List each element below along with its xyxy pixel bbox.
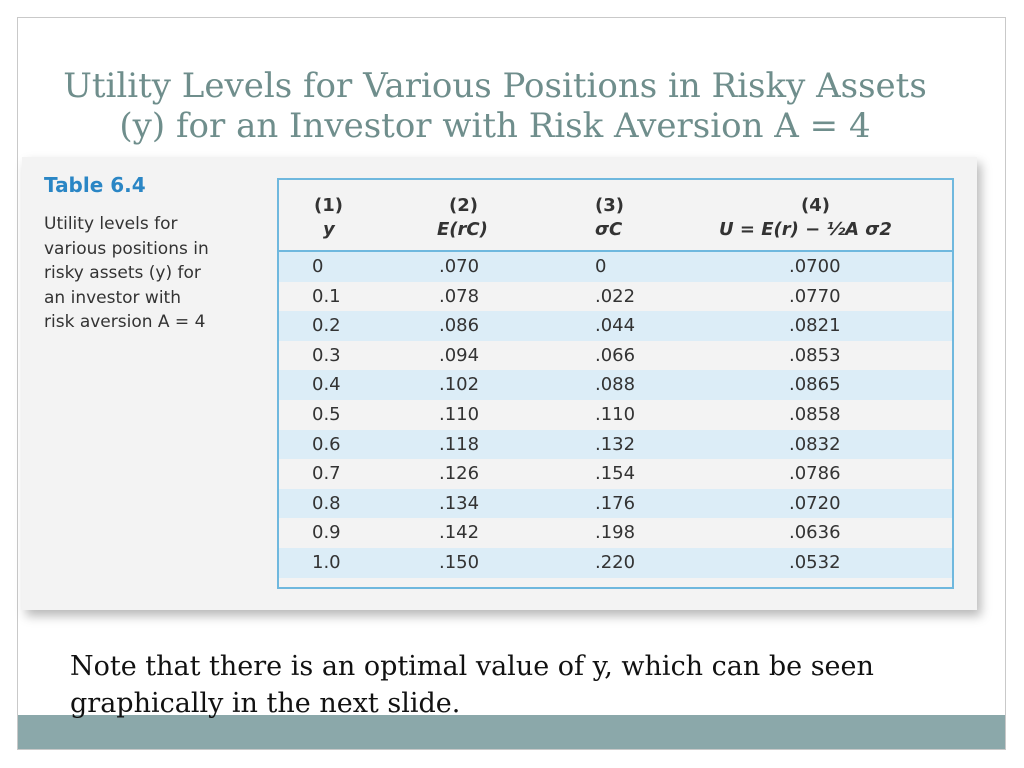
cell-utility: .0636 <box>789 522 841 544</box>
cell-expected-return: .094 <box>439 344 480 366</box>
cell-utility: .0720 <box>789 492 841 514</box>
cell-y: 0.8 <box>312 492 341 514</box>
table-caption: Utility levels for various positions in … <box>44 212 254 335</box>
cell-sigma: .066 <box>595 344 636 366</box>
cell-y: 0.7 <box>312 463 341 485</box>
cell-sigma: .110 <box>595 403 636 425</box>
utility-table: (1) y (2) E(rC) (3) σC (4) U = E(r) − ½A… <box>277 178 954 589</box>
cell-y: 0 <box>312 256 324 277</box>
caption-line: an investor with <box>44 287 181 308</box>
table-body: 0 .070 0 .0700 0.1 .078 .022 .0770 0.2 .… <box>279 252 952 578</box>
header-num: (1) <box>314 195 343 216</box>
slide-title-line2: (y) for an Investor with Risk Aversion A… <box>119 106 871 146</box>
cell-sigma: .044 <box>595 315 636 337</box>
cell-expected-return: .126 <box>439 463 480 485</box>
slide-title-line1: Utility Levels for Various Positions in … <box>63 66 927 106</box>
caption-line: various positions in <box>44 238 209 259</box>
cell-y: 0.4 <box>312 374 341 396</box>
table-row: 0.3 .094 .066 .0853 <box>279 341 952 371</box>
table-row: 1.0 .150 .220 .0532 <box>279 547 952 578</box>
slide-title: Utility Levels for Various Positions in … <box>40 66 950 146</box>
header-col-y: (1) y <box>314 194 343 242</box>
cell-expected-return: .102 <box>439 374 480 396</box>
cell-y: 1.0 <box>312 551 341 573</box>
table-figure: Table 6.4 Utility levels for various pos… <box>22 157 977 610</box>
cell-sigma: .176 <box>595 492 636 514</box>
header-col-sigma: (3) σC <box>595 194 624 242</box>
caption-line: risk aversion A = 4 <box>44 312 206 332</box>
table-row: 0.5 .110 .110 .0858 <box>279 400 952 430</box>
note-line2: graphically in the next slide. <box>70 688 461 719</box>
table-row: 0.8 .134 .176 .0720 <box>279 488 952 519</box>
cell-expected-return: .086 <box>439 315 480 337</box>
table-row: 0.4 .102 .088 .0865 <box>279 370 952 400</box>
table-caption-title: Table 6.4 <box>44 173 146 197</box>
cell-y: 0.3 <box>312 344 341 366</box>
cell-y: 0.9 <box>312 522 341 544</box>
note-line1: Note that there is an optimal value of y… <box>70 651 874 682</box>
caption-line: risky assets (y) for <box>44 263 201 283</box>
header-label: E(rC) <box>437 219 488 240</box>
table-row: 0.6 .118 .132 .0832 <box>279 429 952 460</box>
header-col-utility: (4) U = E(r) − ½A σ2 <box>719 194 892 242</box>
cell-expected-return: .118 <box>439 433 480 455</box>
header-num: (4) <box>801 195 830 216</box>
cell-expected-return: .110 <box>439 403 480 425</box>
cell-utility: .0858 <box>789 403 841 425</box>
header-label: U = E(r) − ½A σ2 <box>719 219 892 240</box>
cell-utility: .0821 <box>789 315 841 337</box>
cell-sigma: 0 <box>595 256 607 277</box>
slide-note: Note that there is an optimal value of y… <box>70 648 970 722</box>
cell-sigma: .088 <box>595 374 636 396</box>
cell-utility: .0770 <box>789 285 841 307</box>
header-col-expected-return: (2) E(rC) <box>437 194 488 242</box>
cell-sigma: .198 <box>595 522 636 544</box>
cell-expected-return: .078 <box>439 285 480 307</box>
cell-utility: .0832 <box>789 433 841 455</box>
table-row: 0.7 .126 .154 .0786 <box>279 459 952 489</box>
footer-bar <box>18 715 1005 749</box>
table-row: 0.9 .142 .198 .0636 <box>279 518 952 548</box>
header-num: (3) <box>595 195 624 216</box>
caption-line: Utility levels for <box>44 214 178 234</box>
header-label: σC <box>595 219 623 240</box>
cell-y: 0.6 <box>312 433 341 455</box>
cell-utility: .0786 <box>789 463 841 485</box>
cell-expected-return: .142 <box>439 522 480 544</box>
cell-sigma: .154 <box>595 463 636 485</box>
cell-sigma: .132 <box>595 433 636 455</box>
cell-expected-return: .150 <box>439 551 480 573</box>
cell-utility: .0700 <box>789 256 841 277</box>
cell-sigma: .022 <box>595 285 636 307</box>
cell-expected-return: .134 <box>439 492 480 514</box>
header-label: y <box>323 219 335 240</box>
cell-utility: .0532 <box>789 551 841 573</box>
cell-sigma: .220 <box>595 551 636 573</box>
cell-utility: .0865 <box>789 374 841 396</box>
cell-y: 0.2 <box>312 315 341 337</box>
header-num: (2) <box>449 195 478 216</box>
table-row: 0 .070 0 .0700 <box>279 252 952 282</box>
cell-utility: .0853 <box>789 344 841 366</box>
cell-expected-return: .070 <box>439 256 480 277</box>
cell-y: 0.1 <box>312 285 341 307</box>
table-header: (1) y (2) E(rC) (3) σC (4) U = E(r) − ½A… <box>279 180 952 252</box>
table-row: 0.2 .086 .044 .0821 <box>279 311 952 341</box>
cell-y: 0.5 <box>312 403 341 425</box>
table-row: 0.1 .078 .022 .0770 <box>279 282 952 312</box>
